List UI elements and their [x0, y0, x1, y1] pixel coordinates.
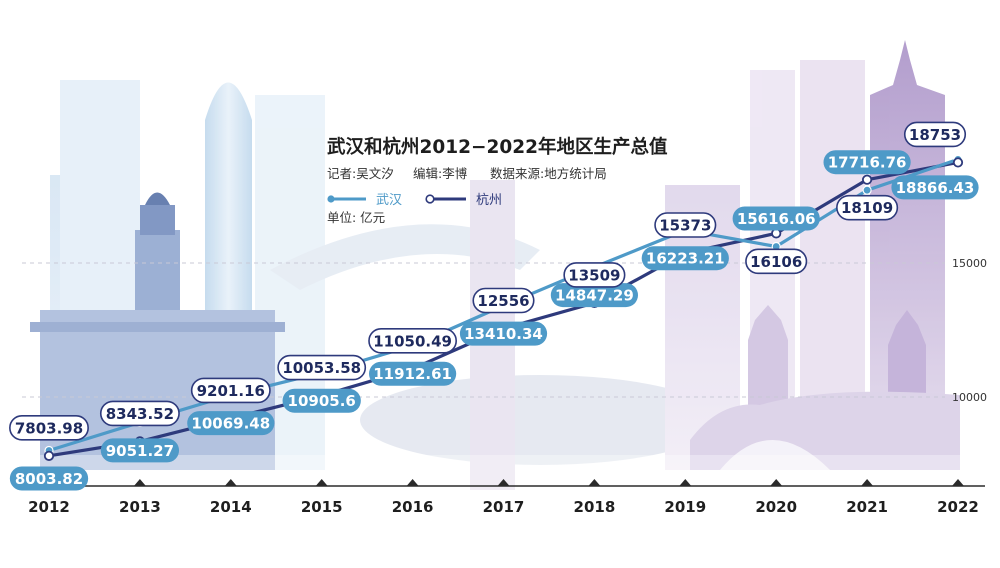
- x-tick-mark: [679, 479, 692, 486]
- data-label-wuhan: 16223.21: [641, 246, 729, 271]
- x-tick-label: 2014: [210, 498, 252, 516]
- svg-text:18109: 18109: [841, 199, 893, 217]
- x-tick-label: 2022: [937, 498, 979, 516]
- data-label-wuhan: 13410.34: [459, 321, 548, 346]
- svg-text:7803.98: 7803.98: [15, 419, 83, 437]
- svg-text:12556: 12556: [477, 292, 529, 310]
- data-label-hangzhou: 10053.58: [277, 354, 367, 381]
- x-tick-label: 2020: [755, 498, 797, 516]
- x-tick-label: 2018: [574, 498, 616, 516]
- chart-title: 武汉和杭州2012−2022年地区生产总值: [327, 136, 668, 158]
- data-label-hangzhou: 12556: [472, 287, 535, 314]
- series-layer: 8003.82 9051.27 10069.48 10905.6 11912.61 134…: [9, 121, 979, 491]
- data-point-hangzhou: [43, 450, 55, 461]
- y-tick-label: 15000: [952, 257, 987, 270]
- svg-text:16106: 16106: [750, 253, 802, 271]
- data-point-wuhan: [862, 185, 872, 195]
- x-tick-label: 2015: [301, 498, 343, 516]
- data-label-hangzhou: 8343.52: [99, 400, 180, 427]
- data-label-hangzhou: 11050.49: [368, 328, 457, 354]
- svg-text:13509: 13509: [568, 266, 620, 284]
- svg-text:11050.49: 11050.49: [373, 332, 452, 350]
- svg-text:15616.06: 15616.06: [737, 210, 816, 228]
- x-tick-label: 2021: [846, 498, 888, 516]
- svg-text:17716.76: 17716.76: [828, 154, 907, 172]
- x-tick-mark: [861, 479, 874, 486]
- x-tick-mark: [588, 479, 601, 486]
- legend-label-hangzhou: 杭州: [476, 193, 502, 208]
- legend-label-wuhan: 武汉: [376, 193, 402, 208]
- data-label-wuhan: 11912.61: [369, 361, 457, 386]
- data-label-wuhan: 18866.43: [891, 175, 979, 200]
- skyline-clock-tower-top: [140, 205, 175, 235]
- data-label-hangzhou: 18753: [903, 121, 967, 148]
- data-point-hangzhou: [952, 157, 964, 168]
- x-tick-mark: [770, 479, 783, 486]
- legend: 武汉 杭州: [327, 193, 502, 208]
- svg-text:9051.27: 9051.27: [106, 442, 174, 460]
- svg-text:9201.16: 9201.16: [197, 382, 265, 400]
- legend-marker-wuhan: [327, 195, 335, 203]
- x-tick-label: 2019: [664, 498, 706, 516]
- data-label-hangzhou: 7803.98: [9, 415, 89, 441]
- x-tick-mark: [224, 479, 237, 486]
- credit-reporter: 记者:吴文汐: [327, 166, 394, 181]
- x-tick-label: 2016: [392, 498, 434, 516]
- svg-text:18866.43: 18866.43: [896, 179, 975, 197]
- data-label-wuhan: 17716.76: [823, 150, 911, 175]
- data-label-hangzhou: 18109: [836, 194, 899, 221]
- legend-marker-hangzhou: [425, 194, 435, 204]
- data-label-wuhan: 9051.27: [100, 438, 180, 463]
- svg-text:18753: 18753: [909, 126, 961, 144]
- skyline-bridge-arch: [720, 440, 830, 470]
- svg-text:15373: 15373: [659, 217, 711, 235]
- data-label-wuhan: 8003.82: [9, 466, 89, 491]
- x-tick-label: 2012: [28, 498, 70, 516]
- x-tick-mark: [497, 479, 510, 486]
- data-label-hangzhou: 15373: [654, 212, 717, 238]
- svg-text:16223.21: 16223.21: [646, 250, 725, 268]
- data-label-hangzhou: 16106: [745, 248, 808, 275]
- data-label-hangzhou: 9201.16: [190, 377, 271, 404]
- y-tick-label: 10000: [952, 391, 987, 404]
- skyline-clock-tower-dome: [145, 192, 170, 205]
- x-tick-label: 2017: [483, 498, 525, 516]
- skyline-hall-roof: [30, 322, 285, 332]
- credit-source: 数据来源:地方统计局: [490, 166, 607, 181]
- svg-text:8003.82: 8003.82: [15, 470, 83, 488]
- x-tick-mark: [952, 479, 964, 486]
- unit-label: 单位: 亿元: [327, 210, 385, 225]
- x-axis-ticks: 2012 2013 2014 2015 2016 2017 2018 2019 2020 2021…: [28, 479, 979, 516]
- data-label-wuhan: 15616.06: [732, 206, 820, 231]
- x-tick-label: 2013: [119, 498, 161, 516]
- x-tick-mark: [133, 479, 146, 486]
- svg-text:13410.34: 13410.34: [464, 325, 543, 343]
- svg-text:8343.52: 8343.52: [106, 405, 174, 423]
- data-point-hangzhou: [861, 174, 873, 185]
- background-skyline: [0, 40, 1000, 495]
- svg-text:10053.58: 10053.58: [282, 359, 361, 377]
- svg-text:10069.48: 10069.48: [191, 415, 270, 433]
- data-label-wuhan: 14847.29: [550, 283, 638, 308]
- credit-editor: 编辑:李博: [413, 166, 468, 181]
- data-label-hangzhou: 13509: [563, 262, 626, 288]
- svg-text:10905.6: 10905.6: [288, 392, 356, 410]
- svg-text:11912.61: 11912.61: [373, 365, 452, 383]
- x-tick-mark: [315, 479, 328, 486]
- data-label-wuhan: 10905.6: [282, 388, 361, 413]
- svg-text:14847.29: 14847.29: [555, 287, 634, 305]
- x-tick-mark: [406, 479, 419, 486]
- data-label-wuhan: 10069.48: [187, 411, 275, 436]
